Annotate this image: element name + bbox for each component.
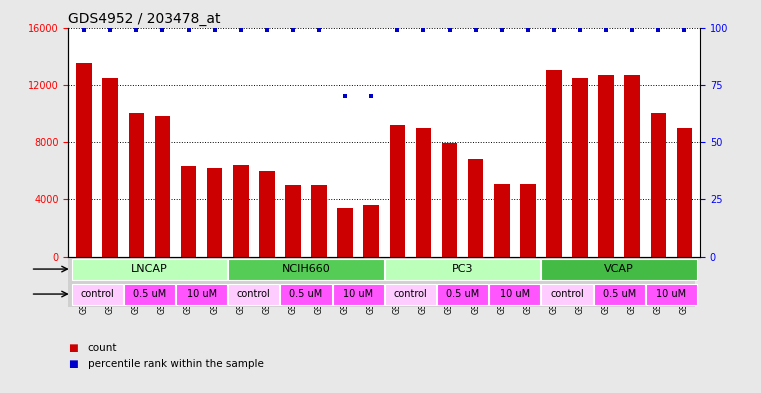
- Point: [626, 27, 638, 33]
- Bar: [76, 63, 92, 257]
- Point: [417, 27, 429, 33]
- Bar: [594, 284, 645, 305]
- Bar: [598, 75, 614, 257]
- Bar: [180, 166, 196, 257]
- Point: [183, 27, 195, 33]
- Point: [574, 27, 586, 33]
- Bar: [228, 284, 279, 305]
- Bar: [72, 284, 123, 305]
- Point: [209, 27, 221, 33]
- Text: 0.5 uM: 0.5 uM: [289, 289, 323, 299]
- Text: 10 uM: 10 uM: [656, 289, 686, 299]
- Bar: [494, 184, 510, 257]
- Text: control: control: [393, 289, 427, 299]
- Point: [391, 27, 403, 33]
- Bar: [489, 284, 540, 305]
- Bar: [285, 185, 301, 257]
- Point: [522, 27, 534, 33]
- Text: 0.5 uM: 0.5 uM: [446, 289, 479, 299]
- Text: VCAP: VCAP: [604, 264, 634, 274]
- Point: [78, 27, 91, 33]
- Bar: [441, 143, 457, 257]
- Bar: [416, 128, 431, 257]
- Bar: [390, 125, 405, 257]
- Point: [261, 27, 273, 33]
- Bar: [280, 284, 332, 305]
- Text: control: control: [550, 289, 584, 299]
- Text: control: control: [81, 289, 114, 299]
- Bar: [625, 75, 640, 257]
- Bar: [468, 159, 483, 257]
- Point: [104, 27, 116, 33]
- Point: [444, 27, 456, 33]
- Text: GDS4952 / 203478_at: GDS4952 / 203478_at: [68, 13, 221, 26]
- Bar: [103, 77, 118, 257]
- Point: [234, 27, 247, 33]
- Bar: [176, 284, 228, 305]
- Bar: [385, 259, 540, 279]
- Bar: [228, 259, 384, 279]
- Bar: [124, 284, 175, 305]
- Bar: [677, 128, 693, 257]
- Bar: [311, 185, 327, 257]
- Bar: [333, 284, 384, 305]
- Bar: [364, 205, 379, 257]
- Text: ■: ■: [68, 358, 78, 369]
- Text: 10 uM: 10 uM: [343, 289, 373, 299]
- Bar: [572, 77, 588, 257]
- Bar: [385, 284, 436, 305]
- Bar: [154, 116, 170, 257]
- Bar: [646, 284, 697, 305]
- Bar: [541, 259, 697, 279]
- Text: 0.5 uM: 0.5 uM: [132, 289, 166, 299]
- Bar: [541, 284, 593, 305]
- Text: control: control: [237, 289, 271, 299]
- Bar: [337, 208, 353, 257]
- Point: [678, 27, 690, 33]
- Point: [470, 27, 482, 33]
- Text: NCIH660: NCIH660: [282, 264, 330, 274]
- Text: 10 uM: 10 uM: [186, 289, 217, 299]
- Point: [652, 27, 664, 33]
- Point: [130, 27, 142, 33]
- Text: LNCAP: LNCAP: [131, 264, 167, 274]
- Point: [600, 27, 613, 33]
- Point: [495, 27, 508, 33]
- Bar: [259, 171, 275, 257]
- Bar: [207, 168, 222, 257]
- Point: [365, 93, 377, 99]
- Text: PC3: PC3: [452, 264, 473, 274]
- Bar: [72, 259, 228, 279]
- Bar: [520, 184, 536, 257]
- Text: 0.5 uM: 0.5 uM: [603, 289, 636, 299]
- Text: 10 uM: 10 uM: [500, 289, 530, 299]
- Bar: [233, 165, 249, 257]
- Point: [339, 93, 352, 99]
- Point: [287, 27, 299, 33]
- Bar: [651, 114, 666, 257]
- Bar: [129, 114, 144, 257]
- Point: [313, 27, 325, 33]
- Bar: [546, 70, 562, 257]
- Text: percentile rank within the sample: percentile rank within the sample: [88, 358, 263, 369]
- Point: [156, 27, 168, 33]
- Text: ■: ■: [68, 343, 78, 353]
- Point: [548, 27, 560, 33]
- Bar: [437, 284, 489, 305]
- Text: count: count: [88, 343, 117, 353]
